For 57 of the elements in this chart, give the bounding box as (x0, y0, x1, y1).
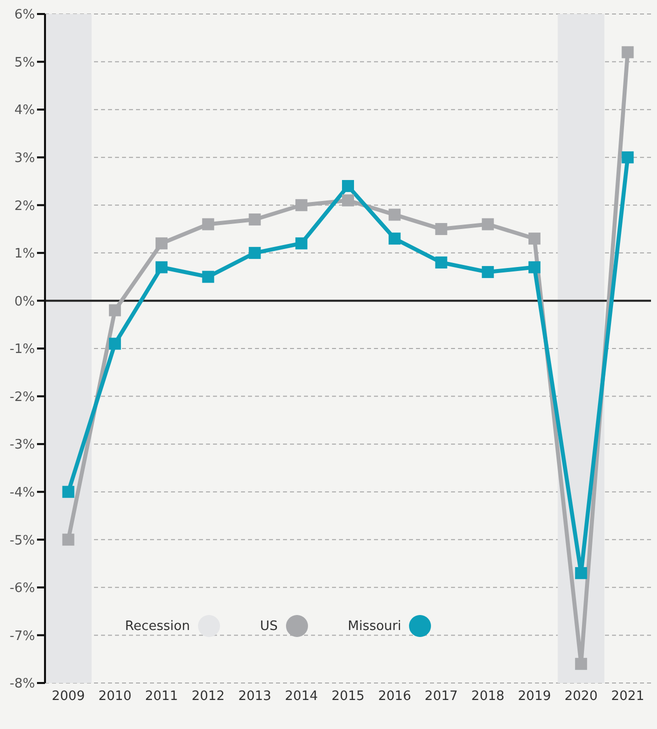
legend-label: Missouri (348, 618, 402, 634)
point (248, 246, 261, 259)
point (342, 180, 354, 192)
y-tick-label: 6% (14, 8, 35, 23)
point (248, 213, 261, 226)
point (342, 194, 354, 206)
y-tick-label: -6% (10, 581, 35, 596)
y-tick-label: -8% (10, 676, 35, 692)
y-tick-label: 1% (14, 246, 35, 262)
y-tick-label: 0% (14, 294, 35, 310)
point (156, 261, 168, 274)
point (202, 270, 214, 283)
x-tick-label: 2019 (518, 689, 552, 704)
band-label: Recession (125, 618, 190, 634)
y-tick-label: 2% (14, 198, 35, 214)
x-tick-label: 2014 (284, 689, 318, 704)
x-tick-label: 2020 (564, 689, 598, 704)
point (295, 237, 308, 250)
y-tick-label: 5% (14, 55, 35, 70)
y-tick-label: -5% (10, 533, 35, 548)
y-tick-label: -7% (10, 628, 35, 644)
x-tick-label: 2016 (378, 689, 412, 704)
point (202, 218, 214, 230)
x-tick-label: 2013 (238, 689, 272, 704)
point (435, 223, 448, 236)
point (575, 567, 588, 580)
point (482, 218, 494, 230)
point (435, 256, 448, 268)
y-tick-label: -4% (10, 485, 35, 500)
y-tick-label: -2% (10, 390, 35, 405)
legend-label: US (260, 618, 278, 634)
y-tick-label: 3% (14, 150, 35, 166)
x-tick-label: 2021 (611, 689, 644, 704)
point (388, 232, 401, 245)
x-tick-label: 2009 (52, 689, 85, 704)
point (528, 261, 540, 274)
y-tick-label: -3% (10, 438, 35, 453)
x-tick-label: 2017 (424, 689, 458, 704)
x-tick-label: 2018 (471, 689, 504, 704)
y-tick-label: 4% (14, 103, 35, 118)
point (62, 534, 74, 546)
point (62, 486, 74, 498)
point (482, 266, 494, 278)
y-tick-label: -1% (10, 342, 35, 358)
x-tick-label: 2010 (98, 689, 132, 704)
point (388, 208, 401, 221)
x-tick-label: 2011 (144, 689, 178, 704)
point (622, 46, 634, 58)
x-tick-label: 2012 (192, 689, 225, 704)
point (156, 237, 168, 250)
point (295, 199, 308, 212)
point (575, 658, 588, 670)
point (108, 304, 121, 316)
x-tick-label: 2015 (331, 689, 365, 704)
point (108, 338, 121, 350)
point (622, 151, 634, 164)
point (528, 232, 540, 245)
